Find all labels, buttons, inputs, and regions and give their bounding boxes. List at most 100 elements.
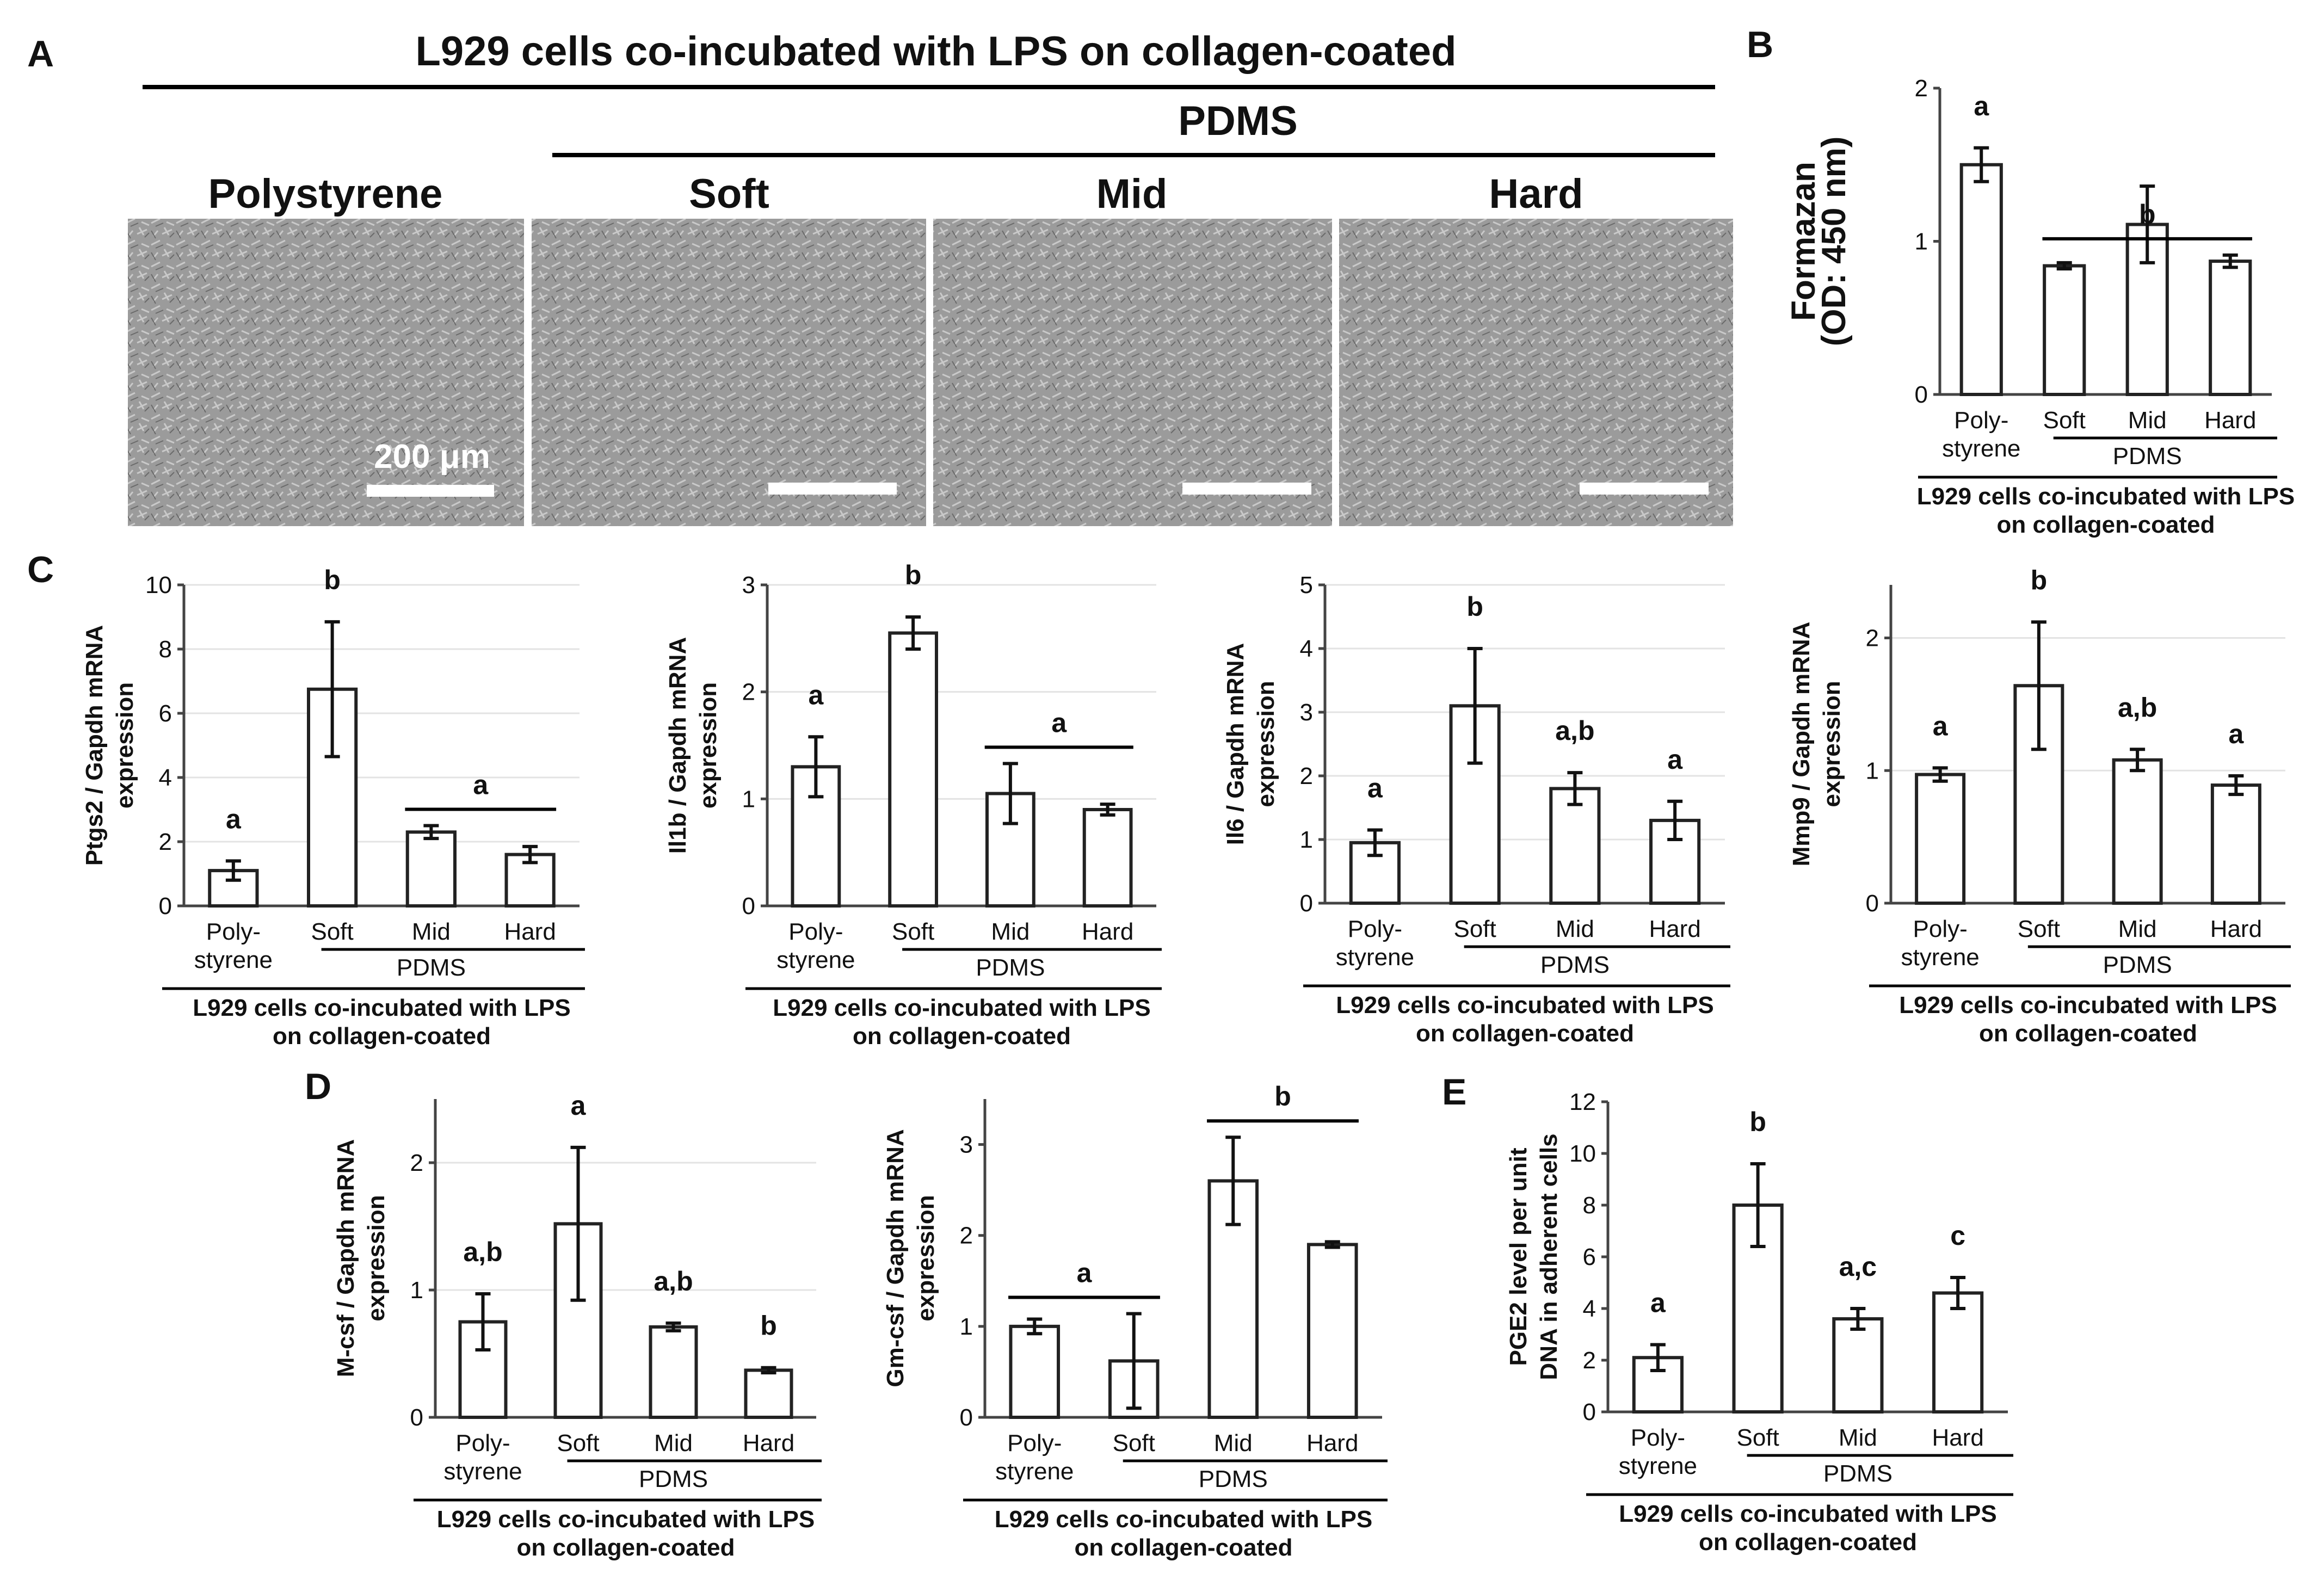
x-tick-label: Soft (557, 1430, 599, 1456)
significance-letter: a (2228, 719, 2244, 749)
x-tick-label: styrene (995, 1458, 1074, 1485)
x-tick-label: Mid (654, 1430, 693, 1456)
x-tick-label: Soft (1453, 916, 1496, 942)
significance-letter: b (760, 1311, 777, 1341)
y-tick-label: 0 (1915, 381, 1928, 408)
x-tick-label: styrene (1619, 1453, 1697, 1479)
chart-3: 0 1 2 3 4 5 a b a,b a Poly-styrene Soft Mid Hard PDMS L… (1222, 572, 1730, 1047)
y-axis-label: Gm-csf / Gapdh mRNA (882, 1129, 909, 1387)
y-tick-label: 0 (1583, 1399, 1596, 1425)
x-tick-label: Hard (743, 1430, 794, 1456)
bar (888, 631, 939, 908)
significance-letter: a (1974, 91, 1989, 121)
x-tick-label: Hard (504, 918, 556, 945)
y-tick-label: 10 (145, 572, 172, 598)
chart-4: 0 1 2 a b a,b a Poly-styrene Soft Mid Hard PDMS L929… (1788, 565, 2291, 1047)
significance-letter: b (905, 560, 922, 590)
x-axis-label: L929 cells co-incubated with LPS (193, 995, 570, 1021)
y-tick-label: 8 (1583, 1192, 1596, 1219)
x-tick-label: Hard (1649, 916, 1700, 942)
y-tick-label: 1 (742, 786, 755, 812)
y-axis-label: DNA in adherent cells (1536, 1133, 1562, 1380)
y-tick-label: 0 (1866, 890, 1879, 917)
x-tick-label: Poly- (1631, 1424, 1685, 1451)
x-axis-label: L929 cells co-incubated with LPS (1917, 483, 2295, 510)
y-tick-label: 6 (1583, 1244, 1596, 1270)
y-axis-label: (OD: 450 nm) (1815, 137, 1853, 347)
x-tick-label: Poly- (788, 918, 843, 945)
micrograph-hard (1339, 219, 1733, 526)
x-tick-label: styrene (1901, 944, 1979, 971)
y-tick-label: 8 (159, 636, 172, 663)
group-label: PDMS (1540, 952, 1610, 978)
x-axis-label: on collagen-coated (1416, 1020, 1634, 1047)
significance-letter: a (1051, 707, 1067, 738)
significance-letter: b (2031, 565, 2048, 595)
micrograph-mid (933, 219, 1332, 526)
x-tick-label: Mid (1839, 1424, 1877, 1451)
x-tick-label: Poly- (1954, 407, 2008, 434)
y-tick-label: 0 (1300, 890, 1313, 917)
y-tick-label: 2 (159, 829, 172, 855)
panel-letter-a: A (27, 33, 54, 75)
bar (1082, 808, 1133, 908)
significance-letter: a (473, 770, 489, 800)
image-label-hard: Hard (1489, 171, 1583, 217)
micrograph-polystyrene: 200 μm (128, 219, 524, 526)
x-tick-label: Hard (1082, 918, 1133, 945)
y-tick-label: 4 (159, 764, 172, 791)
bar (1306, 1243, 1358, 1419)
panel-letter-c: C (27, 549, 54, 590)
y-tick-label: 3 (742, 572, 755, 598)
y-tick-label: 1 (960, 1313, 973, 1340)
bar (1915, 773, 1966, 905)
y-axis-label: Il1b / Gapdh mRNA (664, 637, 691, 854)
significance-letter: b (1274, 1081, 1291, 1112)
image-label-mid: Mid (1096, 171, 1168, 217)
panel-letter-e: E (1442, 1071, 1466, 1113)
x-axis-label: on collagen-coated (1979, 1020, 2197, 1047)
y-tick-label: 3 (1300, 699, 1313, 726)
y-tick-label: 2 (1300, 763, 1313, 789)
group-label: PDMS (1199, 1466, 1268, 1492)
y-axis-label: Il6 / Gapdh mRNA (1222, 643, 1249, 845)
y-axis-label: expression (363, 1195, 390, 1321)
x-tick-label: Mid (991, 918, 1030, 945)
significance-letter: a (1650, 1288, 1666, 1318)
y-axis-label: Ptgs2 / Gapdh mRNA (81, 625, 108, 866)
y-axis-label: expression (913, 1195, 939, 1321)
significance-letter: a (1933, 711, 1949, 741)
significance-letter: a (1667, 744, 1683, 775)
group-label: PDMS (976, 954, 1045, 981)
y-axis-label: PGE2 level per unit (1505, 1147, 1532, 1366)
y-tick-label: 2 (960, 1223, 973, 1249)
x-tick-label: Poly- (455, 1430, 510, 1456)
image-label-polystyrene: Polystyrene (208, 171, 443, 217)
x-axis-label: on collagen-coated (517, 1534, 735, 1561)
chart-0: 0 1 2 a b Poly-styrene Soft Mid Hard PDMS L929 cel… (1785, 75, 2295, 538)
x-tick-label: Hard (2204, 407, 2256, 434)
significance-letter: a (1077, 1257, 1093, 1288)
x-axis-label: on collagen-coated (853, 1023, 1071, 1050)
y-tick-label: 1 (1866, 757, 1879, 784)
y-tick-label: 2 (410, 1150, 423, 1176)
x-tick-label: Poly- (206, 918, 261, 945)
x-tick-label: Mid (1556, 916, 1594, 942)
bar (2043, 264, 2086, 397)
x-tick-label: Poly- (1348, 916, 1402, 942)
y-tick-label: 4 (1583, 1295, 1596, 1322)
scale-bar-label: 200 μm (374, 438, 490, 476)
x-tick-label: Soft (311, 918, 353, 945)
chart-2: 0 1 2 3 a b a Poly-styrene Soft Mid Hard PDMS L929 c… (664, 560, 1162, 1050)
significance-letter: b (1749, 1107, 1766, 1137)
x-tick-label: Mid (412, 918, 451, 945)
significance-letter: b (324, 565, 341, 595)
x-tick-label: Soft (1113, 1430, 1155, 1456)
x-tick-label: Soft (1736, 1424, 1779, 1451)
x-axis-label: on collagen-coated (1997, 511, 2215, 538)
x-tick-label: styrene (1942, 435, 2020, 462)
y-tick-label: 2 (1915, 75, 1928, 102)
y-tick-label: 5 (1300, 572, 1313, 598)
y-tick-label: 1 (1300, 826, 1313, 853)
y-tick-label: 2 (1583, 1347, 1596, 1374)
